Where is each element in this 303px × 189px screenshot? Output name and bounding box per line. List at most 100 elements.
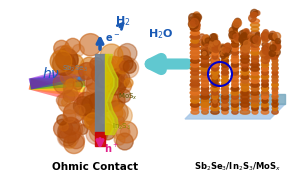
Ellipse shape: [272, 51, 278, 55]
Ellipse shape: [210, 50, 220, 54]
Circle shape: [261, 50, 266, 56]
Ellipse shape: [201, 86, 209, 91]
Circle shape: [234, 21, 238, 25]
Circle shape: [269, 41, 277, 49]
Ellipse shape: [252, 90, 258, 94]
Ellipse shape: [213, 99, 217, 103]
Circle shape: [115, 116, 124, 125]
Ellipse shape: [191, 42, 200, 47]
Ellipse shape: [252, 70, 258, 75]
Ellipse shape: [222, 58, 228, 62]
Ellipse shape: [272, 75, 278, 79]
Circle shape: [241, 33, 249, 40]
Circle shape: [110, 99, 123, 112]
Ellipse shape: [202, 94, 208, 98]
Circle shape: [120, 127, 130, 137]
Circle shape: [191, 21, 198, 29]
Ellipse shape: [211, 106, 219, 111]
Circle shape: [253, 36, 261, 43]
Circle shape: [118, 43, 137, 63]
Circle shape: [85, 107, 108, 130]
Ellipse shape: [211, 62, 219, 67]
Circle shape: [61, 45, 71, 56]
Ellipse shape: [191, 71, 199, 75]
Circle shape: [205, 35, 209, 39]
Circle shape: [221, 48, 225, 51]
Ellipse shape: [241, 39, 248, 43]
Ellipse shape: [221, 87, 229, 91]
Circle shape: [53, 73, 74, 94]
Circle shape: [114, 134, 125, 145]
Circle shape: [241, 33, 245, 37]
Ellipse shape: [261, 94, 269, 98]
Ellipse shape: [191, 102, 199, 107]
Ellipse shape: [262, 90, 268, 95]
Circle shape: [235, 20, 240, 25]
Ellipse shape: [261, 98, 268, 102]
Circle shape: [195, 15, 201, 20]
Ellipse shape: [272, 71, 278, 75]
Circle shape: [241, 44, 248, 50]
Ellipse shape: [201, 79, 209, 83]
Circle shape: [202, 36, 209, 43]
Ellipse shape: [221, 90, 229, 95]
Ellipse shape: [272, 110, 278, 114]
Ellipse shape: [251, 71, 259, 75]
Ellipse shape: [201, 99, 209, 103]
Ellipse shape: [231, 103, 238, 107]
Circle shape: [211, 44, 215, 48]
Circle shape: [74, 105, 85, 116]
Ellipse shape: [251, 87, 259, 91]
Ellipse shape: [231, 70, 239, 74]
Ellipse shape: [191, 94, 199, 98]
Circle shape: [100, 44, 123, 67]
Circle shape: [194, 18, 200, 24]
Ellipse shape: [240, 98, 250, 102]
Ellipse shape: [262, 66, 268, 70]
Circle shape: [119, 61, 129, 71]
Circle shape: [262, 37, 267, 41]
Circle shape: [82, 83, 105, 106]
Circle shape: [202, 52, 206, 55]
Ellipse shape: [262, 62, 268, 66]
Ellipse shape: [191, 38, 199, 42]
Circle shape: [192, 19, 196, 22]
Circle shape: [86, 123, 107, 145]
Circle shape: [64, 137, 76, 148]
Ellipse shape: [201, 83, 209, 87]
Ellipse shape: [212, 79, 218, 83]
Ellipse shape: [232, 38, 238, 43]
Ellipse shape: [221, 79, 229, 83]
Circle shape: [68, 132, 85, 149]
Ellipse shape: [191, 47, 200, 51]
Circle shape: [246, 46, 249, 49]
Ellipse shape: [251, 42, 259, 47]
Ellipse shape: [221, 74, 228, 79]
Ellipse shape: [210, 78, 220, 82]
Circle shape: [275, 40, 280, 45]
Circle shape: [189, 14, 197, 21]
Ellipse shape: [252, 62, 258, 66]
Circle shape: [221, 45, 225, 49]
Ellipse shape: [211, 94, 219, 98]
Ellipse shape: [251, 50, 259, 55]
Ellipse shape: [251, 50, 258, 54]
Ellipse shape: [222, 66, 228, 70]
Ellipse shape: [251, 31, 259, 35]
Ellipse shape: [272, 87, 278, 91]
Circle shape: [251, 35, 255, 40]
Circle shape: [268, 52, 276, 59]
Circle shape: [53, 53, 75, 75]
Ellipse shape: [191, 79, 199, 83]
Ellipse shape: [210, 54, 220, 58]
Ellipse shape: [211, 54, 218, 59]
Ellipse shape: [232, 54, 238, 59]
Ellipse shape: [232, 42, 238, 46]
Text: H$_2$: H$_2$: [115, 14, 131, 28]
Circle shape: [57, 115, 67, 125]
Ellipse shape: [190, 95, 200, 99]
Circle shape: [205, 38, 211, 43]
Ellipse shape: [262, 98, 268, 103]
Ellipse shape: [212, 75, 218, 79]
Ellipse shape: [263, 86, 268, 91]
